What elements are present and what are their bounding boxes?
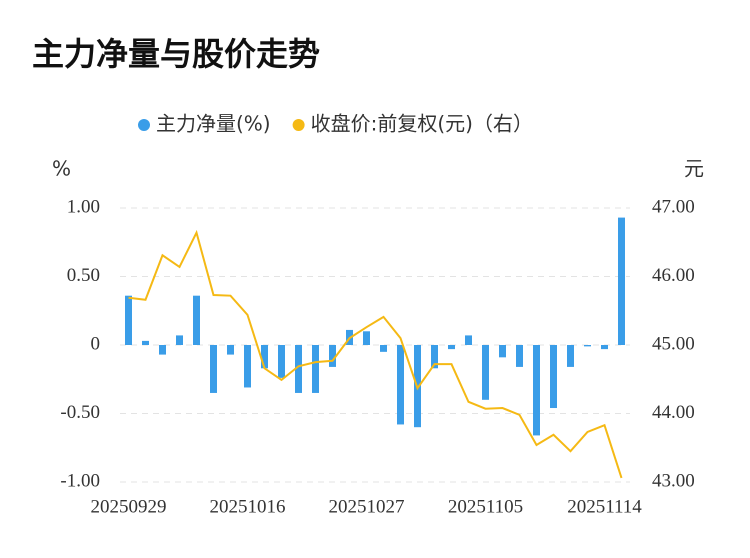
legend-marker: [138, 119, 150, 131]
y2-tick-label: 46.00: [652, 265, 695, 286]
bar: [193, 295, 200, 345]
bar: [397, 345, 404, 425]
bar: [499, 345, 506, 358]
x-tick-label: 20250929: [91, 496, 167, 517]
x-tick-label: 20251016: [210, 496, 286, 517]
bar: [567, 345, 574, 367]
y-tick-label: -0.50: [60, 402, 100, 423]
legend-marker: [292, 119, 305, 131]
y-tick-label: 1.00: [67, 196, 100, 217]
bar: [244, 345, 251, 388]
bar: [227, 345, 234, 355]
y2-tick-label: 45.00: [652, 333, 695, 354]
price-line: [128, 229, 623, 479]
bar: [380, 345, 387, 352]
y-tick-label: 0: [91, 333, 101, 354]
legend-label: 主力净量(%): [156, 112, 271, 136]
bar: [584, 345, 591, 347]
y-tick-label: -1.00: [60, 470, 100, 491]
bar: [312, 345, 319, 393]
bar: [516, 345, 523, 367]
bar: [295, 345, 302, 393]
bar: [363, 331, 370, 345]
bar: [142, 340, 149, 345]
y2-tick-label: 44.00: [652, 402, 695, 423]
bar: [176, 335, 183, 345]
bar: [210, 345, 217, 393]
y-axis-label: %: [52, 157, 71, 181]
x-tick-label: 20251114: [567, 496, 642, 517]
y2-axis-label: 元: [684, 157, 704, 181]
bar: [261, 345, 268, 369]
bar: [482, 345, 489, 400]
bar: [329, 345, 336, 367]
bar: [601, 345, 608, 350]
bar: [159, 345, 166, 355]
bar: [465, 335, 472, 345]
y-tick-label: 0.50: [67, 265, 100, 286]
bar: [448, 345, 455, 350]
bar: [550, 345, 557, 409]
y2-tick-label: 43.00: [652, 470, 695, 491]
x-tick-label: 20251105: [448, 496, 523, 517]
bar: [618, 217, 625, 345]
y2-tick-label: 47.00: [652, 196, 695, 217]
legend-label: 收盘价:前复权(元)（右）: [311, 112, 533, 136]
chart-title: 主力净量与股价走势: [32, 35, 320, 73]
bar: [431, 345, 438, 369]
bar: [278, 345, 285, 378]
bar: [125, 295, 132, 345]
x-tick-label: 20251027: [329, 496, 405, 517]
bar: [533, 345, 540, 436]
